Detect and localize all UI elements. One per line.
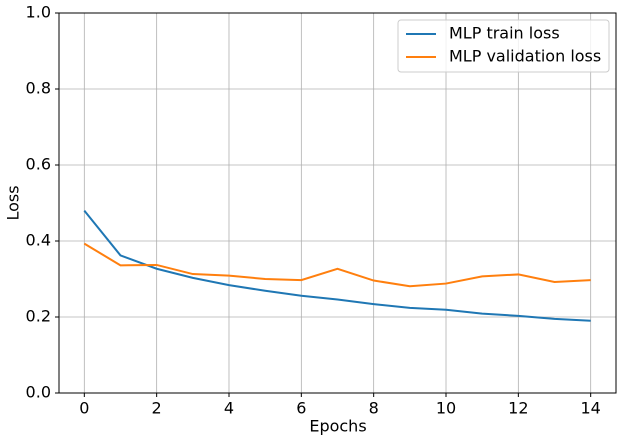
y-tick-label: 1.0: [26, 3, 51, 22]
legend-label: MLP train loss: [449, 24, 560, 43]
x-tick-label: 10: [436, 399, 456, 418]
x-tick-label: 2: [152, 399, 162, 418]
x-tick-label: 14: [581, 399, 601, 418]
legend-box: [397, 19, 610, 73]
y-tick-label: 0.8: [26, 79, 51, 98]
series-line: [83, 242, 591, 288]
y-tick-label: 0.4: [26, 231, 51, 250]
x-tick-label: 4: [224, 399, 234, 418]
x-tick-label: 8: [369, 399, 379, 418]
y-tick-label: 0.0: [26, 383, 51, 402]
x-axis-label: Epochs: [309, 417, 366, 436]
y-tick-label: 0.6: [26, 155, 51, 174]
plot-frame: [58, 12, 617, 394]
legend-label: MLP validation loss: [449, 47, 601, 66]
y-axis-label: Loss: [4, 185, 23, 220]
y-tick-label: 0.2: [26, 307, 51, 326]
x-tick-label: 12: [508, 399, 528, 418]
legend: MLP train loss MLP validation loss: [397, 19, 610, 73]
series-line: [83, 209, 591, 322]
x-tick-label: 0: [79, 399, 89, 418]
x-tick-label: 6: [296, 399, 306, 418]
